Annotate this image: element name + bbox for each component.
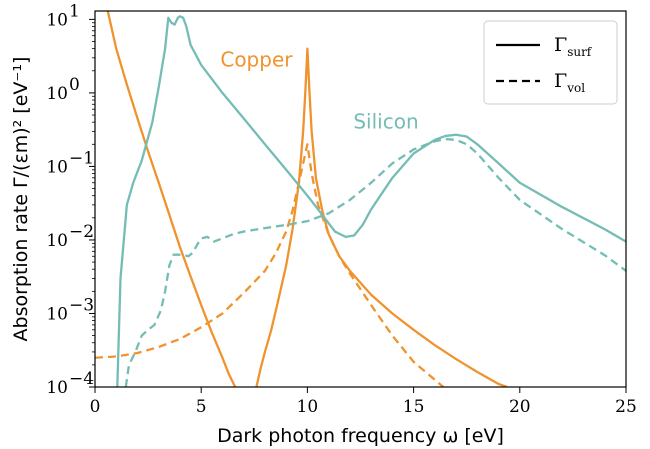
silicon-vol-curve <box>124 137 626 387</box>
y-tick-label: 10 <box>46 84 68 104</box>
x-tick-label: 5 <box>196 397 207 417</box>
silicon-surf-curve <box>116 15 626 387</box>
x-tick-label: 10 <box>297 397 319 417</box>
legend-surf-subscript: surf <box>567 45 593 59</box>
y-tick-exponent: −3 <box>69 295 94 315</box>
y-axis-label: Absorption rate Γ/(εm)² [eV⁻¹] <box>10 57 32 342</box>
y-tick-label: 10 <box>46 231 68 251</box>
annotation-silicon: Silicon <box>353 109 418 133</box>
copper-vol-curve <box>95 143 445 387</box>
y-tick-label: 10 <box>46 378 68 398</box>
x-axis-label: Dark photon frequency ω [eV] <box>217 425 504 447</box>
x-tick-label: 20 <box>509 397 531 417</box>
x-tick-label: 0 <box>90 397 101 417</box>
legend-box <box>483 20 618 105</box>
curve-annotations: Copper Silicon <box>220 47 418 133</box>
x-tick-label: 25 <box>615 397 637 417</box>
copper-surf-peak-curve <box>255 47 508 387</box>
y-tick-exponent: 0 <box>69 75 80 95</box>
legend-vol-subscript: vol <box>566 81 585 95</box>
copper-surf-curve <box>106 11 237 387</box>
y-tick-label: 10 <box>46 157 68 177</box>
x-tick-label: 15 <box>403 397 425 417</box>
chart-curves <box>95 11 626 387</box>
y-tick-exponent: −4 <box>69 369 94 389</box>
y-tick-label: 10 <box>46 304 68 324</box>
y-tick-label: 10 <box>46 10 68 30</box>
y-tick-exponent: 1 <box>69 1 80 21</box>
y-tick-exponent: −2 <box>69 222 94 242</box>
annotation-copper: Copper <box>220 47 293 71</box>
y-tick-exponent: −1 <box>69 148 94 168</box>
plot-frame <box>94 10 627 388</box>
